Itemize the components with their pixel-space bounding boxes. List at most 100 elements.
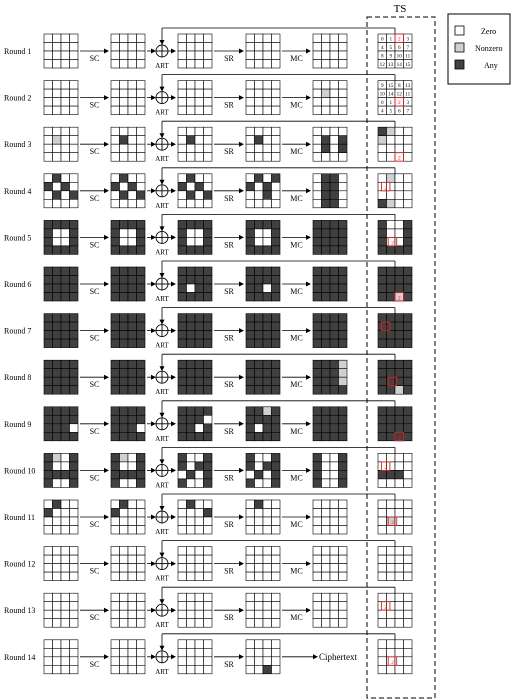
state-cell <box>321 283 331 293</box>
state-cell <box>394 313 404 323</box>
state-cell <box>136 266 146 276</box>
state-cell <box>177 33 187 43</box>
state-cell <box>119 220 129 230</box>
state-cell <box>43 525 53 535</box>
state-cell <box>52 618 62 628</box>
state-cell <box>321 59 331 69</box>
state-cell <box>262 80 272 90</box>
state-cell <box>203 292 213 302</box>
state-cell <box>312 97 322 107</box>
state-cell <box>321 385 331 395</box>
state-cell <box>177 313 187 323</box>
state-cell <box>177 664 187 675</box>
state-cell <box>254 664 264 675</box>
state-cell <box>377 199 387 209</box>
state-cell <box>43 283 53 293</box>
state-grid <box>245 126 281 162</box>
state-cell <box>312 478 322 488</box>
state-cell <box>312 266 322 276</box>
state-cell <box>127 470 137 480</box>
state-cell <box>403 135 413 145</box>
ts-grid <box>377 313 413 348</box>
state-cell <box>110 321 120 331</box>
state-cell <box>194 245 204 255</box>
state-cell <box>186 245 196 255</box>
state-cell <box>254 453 264 463</box>
op-label-art: ART <box>155 342 169 350</box>
state-cell <box>186 385 196 395</box>
state-cell <box>177 499 187 509</box>
state-cell <box>377 639 387 649</box>
state-grid <box>177 592 213 628</box>
state-cell <box>186 647 196 658</box>
state-cell <box>394 338 404 348</box>
state-cell <box>271 385 281 395</box>
state-cell <box>329 80 339 90</box>
state-cell <box>271 199 281 209</box>
state-cell <box>203 275 213 285</box>
state-cell <box>338 453 348 463</box>
ts-index-label: 9 <box>381 83 384 89</box>
ts-red-label: 2 <box>391 520 394 526</box>
state-cell <box>136 135 146 145</box>
key-arrow-head <box>159 459 165 465</box>
state-cell <box>43 571 53 581</box>
state-cell <box>203 525 213 535</box>
state-cell <box>186 338 196 348</box>
state-cell <box>127 563 137 573</box>
state-cell <box>271 431 281 442</box>
state-cell <box>245 292 255 302</box>
state-cell <box>177 245 187 255</box>
state-cell <box>127 385 137 395</box>
state-cell <box>271 135 281 145</box>
state-cell <box>136 275 146 285</box>
state-cell <box>110 313 120 323</box>
state-cell <box>127 292 137 302</box>
state-grid <box>177 499 213 535</box>
state-grid <box>177 33 213 69</box>
legend-any-swatch <box>454 59 465 70</box>
state-cell <box>203 516 213 526</box>
state-cell <box>60 80 70 90</box>
state-cell <box>110 592 120 603</box>
state-cell <box>177 571 187 581</box>
state-cell <box>52 152 62 162</box>
state-cell <box>60 283 70 293</box>
state-cell <box>186 275 196 285</box>
state-cell <box>321 470 331 480</box>
state-cell <box>136 313 146 323</box>
state-cell <box>403 592 413 603</box>
state-cell <box>43 245 53 255</box>
arrow-head <box>171 328 176 334</box>
state-cell <box>321 292 331 302</box>
arrow-head <box>306 328 311 334</box>
state-cell <box>43 453 53 463</box>
state-cell <box>60 461 70 471</box>
state-cell <box>254 105 264 115</box>
state-cell <box>403 359 413 370</box>
state-cell <box>186 368 196 378</box>
state-cell <box>43 338 53 348</box>
op-label-art: ART <box>155 575 169 583</box>
state-cell <box>271 182 281 192</box>
ciphertext-label: Ciphertext <box>319 652 357 662</box>
state-cell <box>52 423 62 433</box>
state-cell <box>136 368 146 378</box>
state-cell <box>69 220 79 230</box>
state-cell <box>186 33 196 43</box>
state-cell <box>119 97 129 107</box>
state-cell <box>377 237 387 247</box>
state-cell <box>329 237 339 247</box>
state-cell <box>338 461 348 471</box>
state-cell <box>245 618 255 628</box>
state-cell <box>245 453 255 463</box>
state-cell <box>194 478 204 488</box>
state-cell <box>110 647 120 658</box>
state-cell <box>186 135 196 145</box>
state-cell <box>254 499 264 509</box>
ts-red-mark <box>380 601 391 611</box>
state-cell <box>186 283 196 293</box>
state-cell <box>52 321 62 331</box>
